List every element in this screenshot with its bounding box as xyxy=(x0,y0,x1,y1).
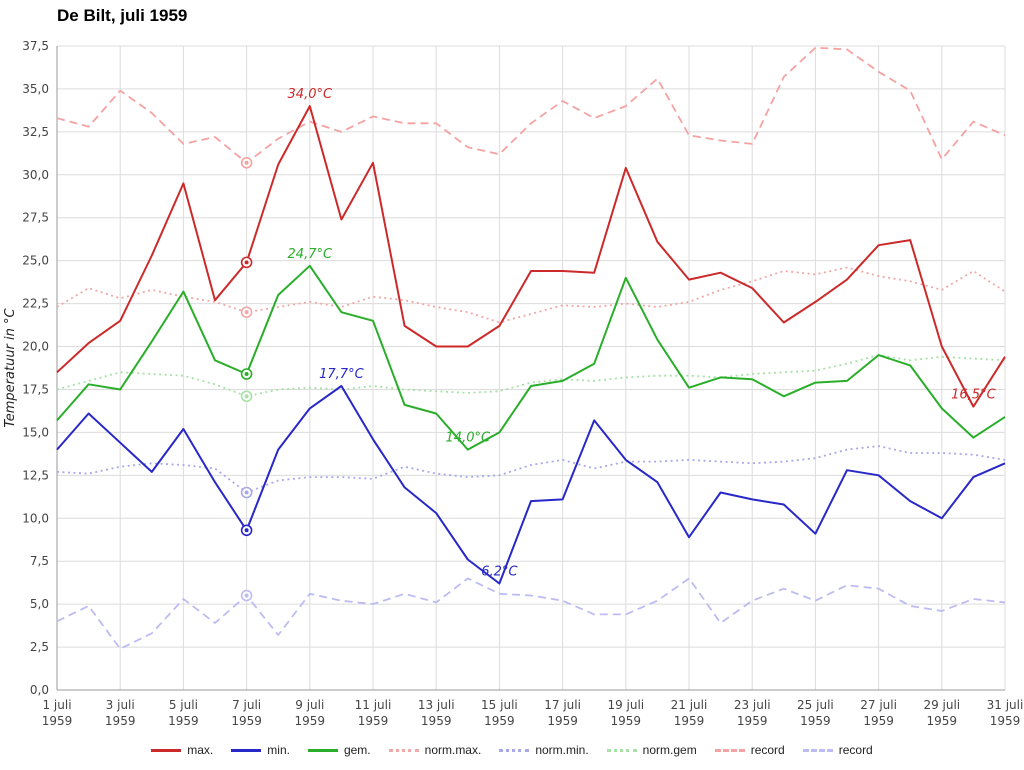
series-norm-max-line xyxy=(56,266,1006,324)
y-tick-label: 2,5 xyxy=(30,640,49,654)
legend-swatch-norm-min xyxy=(499,748,530,752)
y-tick-label: 7,5 xyxy=(30,554,49,568)
marker-norm-max-center xyxy=(244,310,249,315)
legend-item-norm-gem[interactable]: norm.gem xyxy=(606,743,697,757)
series-gem-line xyxy=(56,264,1006,451)
marker-record-high-center xyxy=(244,160,249,165)
y-tick-label: 22,5 xyxy=(22,297,49,311)
y-tick-label: 10,0 xyxy=(22,511,49,525)
y-tick-label: 12,5 xyxy=(22,468,49,482)
highlighted-day-markers xyxy=(240,156,253,602)
legend-label: norm.min. xyxy=(535,743,589,757)
y-tick-label: 30,0 xyxy=(22,168,49,182)
x-tick-label: 19 juli 1959 xyxy=(607,698,644,728)
value-annotation: 16,5°C xyxy=(951,388,996,403)
y-tick-label: 32,5 xyxy=(22,125,49,139)
y-tick-label: 15,0 xyxy=(22,425,49,439)
marker-norm-gem-center xyxy=(244,394,249,399)
legend-label: norm.max. xyxy=(424,743,482,757)
marker-max-center xyxy=(244,260,249,265)
temperature-line-chart[interactable]: Temperatuur in °C 0,0 2,5 5,0 7,5 10,0 12,5 15… xyxy=(0,0,1024,738)
x-tick-label: 15 juli 1959 xyxy=(481,698,518,728)
y-axis-title: Temperatuur in °C xyxy=(3,307,18,427)
series-norm-gem-line xyxy=(56,354,1006,398)
marker-record-low-center xyxy=(244,593,249,598)
x-tick-label: 13 juli 1959 xyxy=(418,698,455,728)
y-tick-label: 20,0 xyxy=(22,340,49,354)
x-tick-label: 29 juli 1959 xyxy=(923,698,960,728)
value-annotation: 24,7°C xyxy=(288,247,333,262)
value-annotation: 34,0°C xyxy=(288,87,333,102)
x-tick-label: 1 juli 1959 xyxy=(42,698,73,728)
x-tick-label: 31 juli 1959 xyxy=(987,698,1024,728)
x-tick-label: 25 juli 1959 xyxy=(797,698,834,728)
legend-swatch-record-low xyxy=(802,748,833,752)
legend-swatch-gem xyxy=(307,748,338,752)
legend-label: norm.gem xyxy=(642,743,697,757)
legend-label: min. xyxy=(267,743,290,757)
value-annotation: 14,0°C xyxy=(446,431,491,446)
series-min-line xyxy=(56,385,1006,585)
legend-label: gem. xyxy=(343,743,371,757)
marker-min-center xyxy=(244,528,249,533)
x-tick-label: 7 juli 1959 xyxy=(231,698,262,728)
series-norm-min-line xyxy=(56,445,1006,494)
value-annotation: 17,7°C xyxy=(319,367,364,382)
x-tick-label: 11 juli 1959 xyxy=(355,698,392,728)
x-tick-label: 3 juli 1959 xyxy=(105,698,136,728)
legend-swatch-min xyxy=(231,748,262,752)
legend-swatch-norm-gem xyxy=(606,748,637,752)
marker-gem-center xyxy=(244,372,249,377)
series-max-line xyxy=(56,105,1006,408)
legend-label: record xyxy=(838,743,873,757)
series-record-high-line xyxy=(56,46,1006,164)
value-annotation: 6,2°C xyxy=(481,565,518,580)
legend-item-max[interactable]: max. xyxy=(151,743,213,757)
legend-swatch-max xyxy=(151,748,182,752)
gridlines xyxy=(56,45,1006,691)
legend-item-gem[interactable]: gem. xyxy=(307,743,371,757)
legend-swatch-record-high xyxy=(714,748,745,752)
x-tick-label: 9 juli 1959 xyxy=(295,698,326,728)
x-tick-label: 27 juli 1959 xyxy=(860,698,897,728)
legend-label: max. xyxy=(187,743,214,757)
series-record-low-line xyxy=(56,577,1006,650)
legend-label: record xyxy=(750,743,785,757)
x-tick-label: 5 juli 1959 xyxy=(168,698,199,728)
y-tick-label: 0,0 xyxy=(30,683,49,697)
y-tick-label: 17,5 xyxy=(22,382,49,396)
legend-swatch-norm-max xyxy=(388,748,419,752)
legend-item-norm-max[interactable]: norm.max. xyxy=(388,743,482,757)
y-tick-label: 35,0 xyxy=(22,82,49,96)
legend-item-min[interactable]: min. xyxy=(231,743,290,757)
chart-legend: max. min. gem. norm.max. norm.min. norm.gem re… xyxy=(0,743,1024,757)
chart-title: De Bilt, juli 1959 xyxy=(57,6,188,25)
x-tick-label: 23 juli 1959 xyxy=(734,698,771,728)
x-tick-label: 17 juli 1959 xyxy=(544,698,581,728)
y-tick-label: 37,5 xyxy=(22,39,49,53)
legend-item-record-low[interactable]: record xyxy=(802,743,873,757)
x-tick-label: 21 juli 1959 xyxy=(671,698,708,728)
y-tick-label: 5,0 xyxy=(30,597,49,611)
y-tick-label: 25,0 xyxy=(22,254,49,268)
legend-item-record-high[interactable]: record xyxy=(714,743,785,757)
y-tick-label: 27,5 xyxy=(22,211,49,225)
legend-item-norm-min[interactable]: norm.min. xyxy=(499,743,589,757)
marker-norm-min-center xyxy=(244,490,249,495)
